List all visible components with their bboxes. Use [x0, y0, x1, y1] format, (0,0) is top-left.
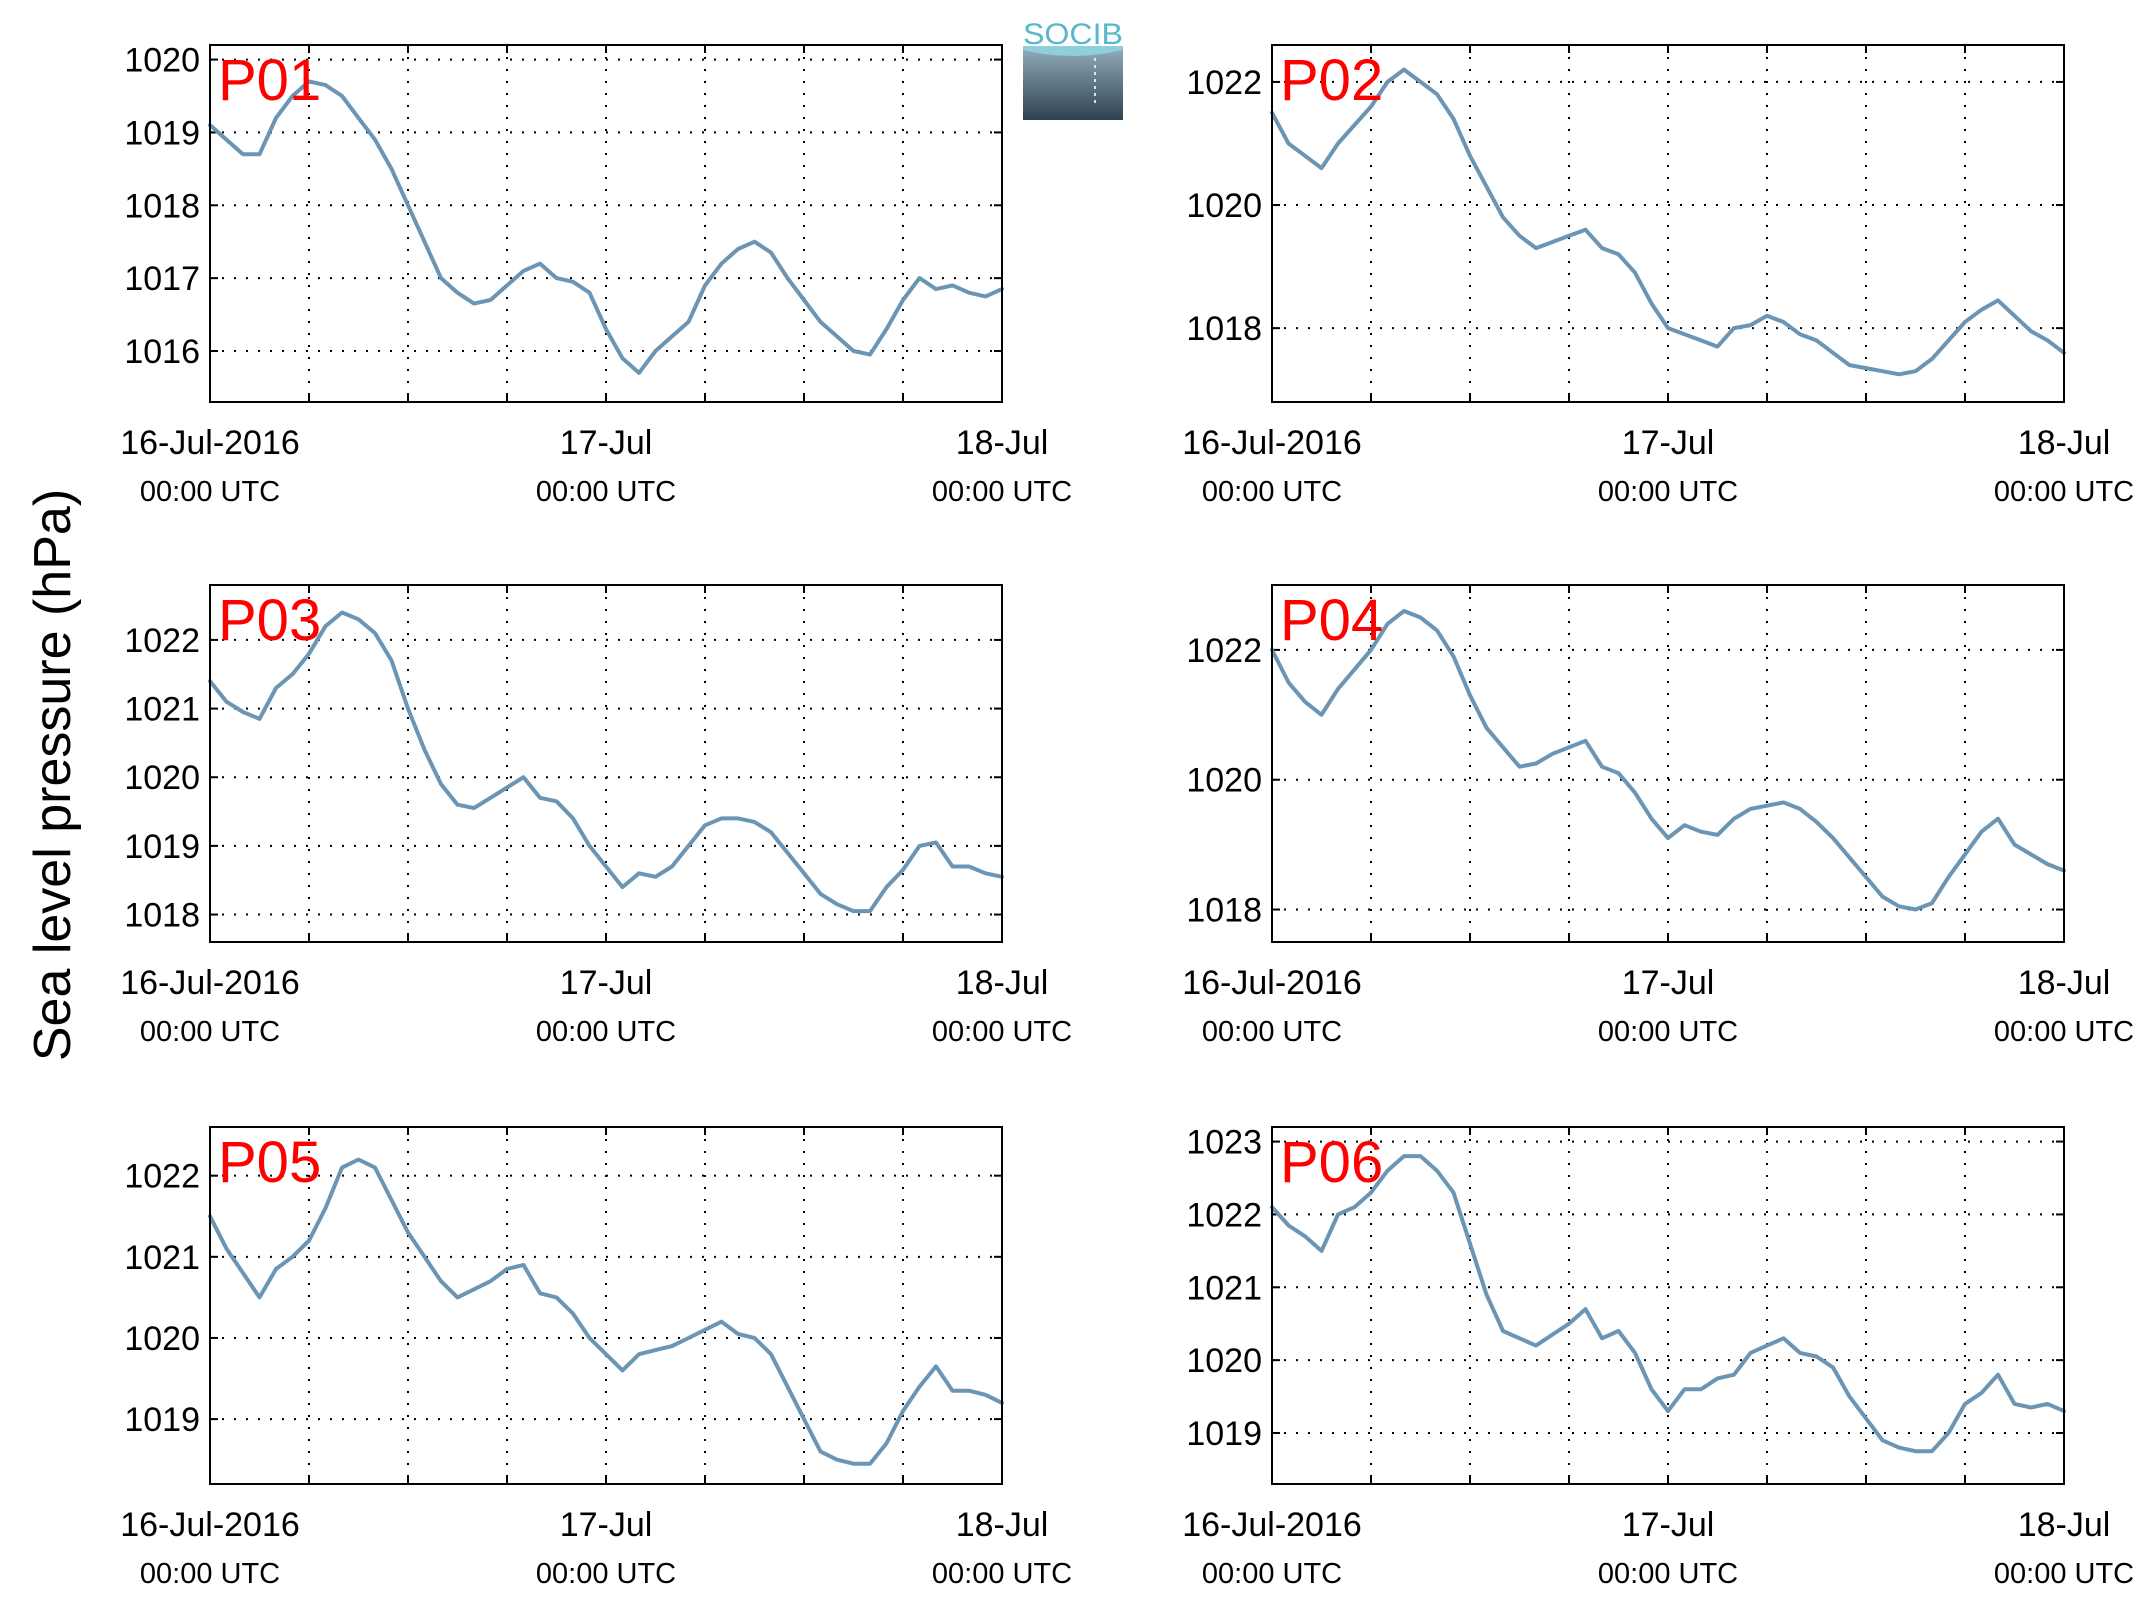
- series-line: [208, 610, 1004, 914]
- axes-frame: [209, 584, 1003, 943]
- x-tick-label: 18-Jul: [956, 424, 1049, 462]
- x-tick-sublabel: 00:00 UTC: [1202, 1558, 1342, 1590]
- y-tick-label: 1022: [124, 622, 200, 660]
- y-tick-label: 1022: [1186, 64, 1262, 102]
- y-tick-label: 1021: [124, 1239, 200, 1277]
- axes-frame: [209, 44, 1003, 403]
- chart-panel-p06: 1019 1020 1021 1022 1023 16-Jul-2016 00:00 UTC…: [1182, 1124, 2134, 1590]
- x-tick-label: 16-Jul-2016: [120, 424, 300, 462]
- x-tick-sublabel: 00:00 UTC: [1994, 1558, 2134, 1590]
- x-tick-sublabel: 00:00 UTC: [932, 476, 1072, 508]
- y-tick-label: 1020: [1186, 187, 1262, 225]
- series-line: [208, 79, 1004, 375]
- series-line: [1270, 67, 2066, 377]
- x-tick-sublabel: 00:00 UTC: [1994, 476, 2134, 508]
- panel-label: P02: [1280, 48, 1383, 113]
- chart-panel-p03: 1018 1019 1020 1021 1022 16-Jul-2016 00:00 UTC…: [120, 584, 1072, 1048]
- y-tick-label: 1022: [1186, 632, 1262, 670]
- axes-frame: [1271, 1126, 2065, 1485]
- y-tick-label: 1018: [124, 897, 200, 935]
- y-tick-label: 1018: [124, 187, 200, 225]
- series-line: [208, 1157, 1004, 1466]
- x-tick-sublabel: 00:00 UTC: [1598, 1558, 1738, 1590]
- x-tick-sublabel: 00:00 UTC: [932, 1016, 1072, 1048]
- x-tick-sublabel: 00:00 UTC: [932, 1558, 1072, 1590]
- y-tick-label: 1019: [124, 828, 200, 866]
- chart-panel-p04: 1018 1020 1022 16-Jul-2016 00:00 UTC 17-Jul 00…: [1182, 584, 2134, 1048]
- y-tick-label: 1019: [124, 114, 200, 152]
- y-tick-label: 1018: [1186, 310, 1262, 348]
- panel-label: P06: [1280, 1130, 1383, 1195]
- x-tick-label: 16-Jul-2016: [120, 1506, 300, 1544]
- y-tick-label: 1017: [124, 260, 200, 298]
- x-tick-label: 17-Jul: [560, 424, 653, 462]
- chart-panel-p01: 1016 1017 1018 1019 1020 16-Jul-2016 00:00 UTC…: [120, 42, 1072, 508]
- y-tick-label: 1019: [1186, 1415, 1262, 1453]
- chart-panel-p05: 1019 1020 1021 1022 16-Jul-2016 00:00 UTC 17-J…: [120, 1126, 1072, 1590]
- x-tick-sublabel: 00:00 UTC: [1598, 476, 1738, 508]
- panel-label: P05: [218, 1130, 321, 1195]
- x-tick-sublabel: 00:00 UTC: [536, 1016, 676, 1048]
- axes-frame: [209, 1126, 1003, 1485]
- y-tick-label: 1020: [124, 1320, 200, 1358]
- x-tick-label: 18-Jul: [956, 964, 1049, 1002]
- x-tick-sublabel: 00:00 UTC: [1994, 1016, 2134, 1048]
- x-tick-sublabel: 00:00 UTC: [1202, 1016, 1342, 1048]
- y-tick-label: 1016: [124, 333, 200, 371]
- x-tick-sublabel: 00:00 UTC: [1202, 476, 1342, 508]
- x-tick-label: 16-Jul-2016: [1182, 424, 1362, 462]
- x-tick-label: 17-Jul: [1622, 1506, 1715, 1544]
- socib-logo: SOCIB: [1023, 18, 1123, 120]
- y-axis-label: Sea level pressure (hPa): [24, 489, 82, 1061]
- x-tick-label: 17-Jul: [560, 964, 653, 1002]
- x-tick-label: 18-Jul: [956, 1506, 1049, 1544]
- axes-frame: [1271, 584, 2065, 943]
- logo-text: SOCIB: [1023, 18, 1123, 51]
- x-tick-label: 18-Jul: [2018, 1506, 2111, 1544]
- chart-panels: 1016 1017 1018 1019 1020 16-Jul-2016 00:00 UTC…: [120, 42, 2134, 1590]
- x-tick-sublabel: 00:00 UTC: [536, 476, 676, 508]
- x-tick-label: 17-Jul: [560, 1506, 653, 1544]
- x-tick-sublabel: 00:00 UTC: [1598, 1016, 1738, 1048]
- x-tick-label: 17-Jul: [1622, 424, 1715, 462]
- y-tick-label: 1023: [1186, 1124, 1262, 1162]
- y-tick-label: 1019: [124, 1401, 200, 1439]
- y-tick-label: 1020: [124, 42, 200, 80]
- axes-frame: [1271, 44, 2065, 403]
- y-tick-label: 1020: [1186, 762, 1262, 800]
- x-tick-sublabel: 00:00 UTC: [140, 1558, 280, 1590]
- x-tick-label: 18-Jul: [2018, 424, 2111, 462]
- y-tick-label: 1021: [124, 691, 200, 729]
- chart-panel-p02: 1018 1020 1022 16-Jul-2016 00:00 UTC 17-Jul 00…: [1182, 44, 2134, 508]
- y-tick-label: 1022: [1186, 1196, 1262, 1234]
- x-tick-label: 17-Jul: [1622, 964, 1715, 1002]
- y-tick-label: 1020: [1186, 1342, 1262, 1380]
- x-tick-label: 16-Jul-2016: [120, 964, 300, 1002]
- panel-label: P01: [218, 48, 321, 113]
- panel-label: P03: [218, 588, 321, 653]
- x-tick-label: 16-Jul-2016: [1182, 964, 1362, 1002]
- y-tick-label: 1018: [1186, 892, 1262, 930]
- x-tick-label: 16-Jul-2016: [1182, 1506, 1362, 1544]
- panel-label: P04: [1280, 588, 1383, 653]
- x-tick-sublabel: 00:00 UTC: [140, 1016, 280, 1048]
- x-tick-label: 18-Jul: [2018, 964, 2111, 1002]
- y-tick-label: 1020: [124, 759, 200, 797]
- y-tick-label: 1021: [1186, 1269, 1262, 1307]
- series-line: [1270, 1154, 2066, 1454]
- x-tick-sublabel: 00:00 UTC: [140, 476, 280, 508]
- x-tick-sublabel: 00:00 UTC: [536, 1558, 676, 1590]
- y-tick-label: 1022: [124, 1158, 200, 1196]
- series-line: [1270, 609, 2066, 912]
